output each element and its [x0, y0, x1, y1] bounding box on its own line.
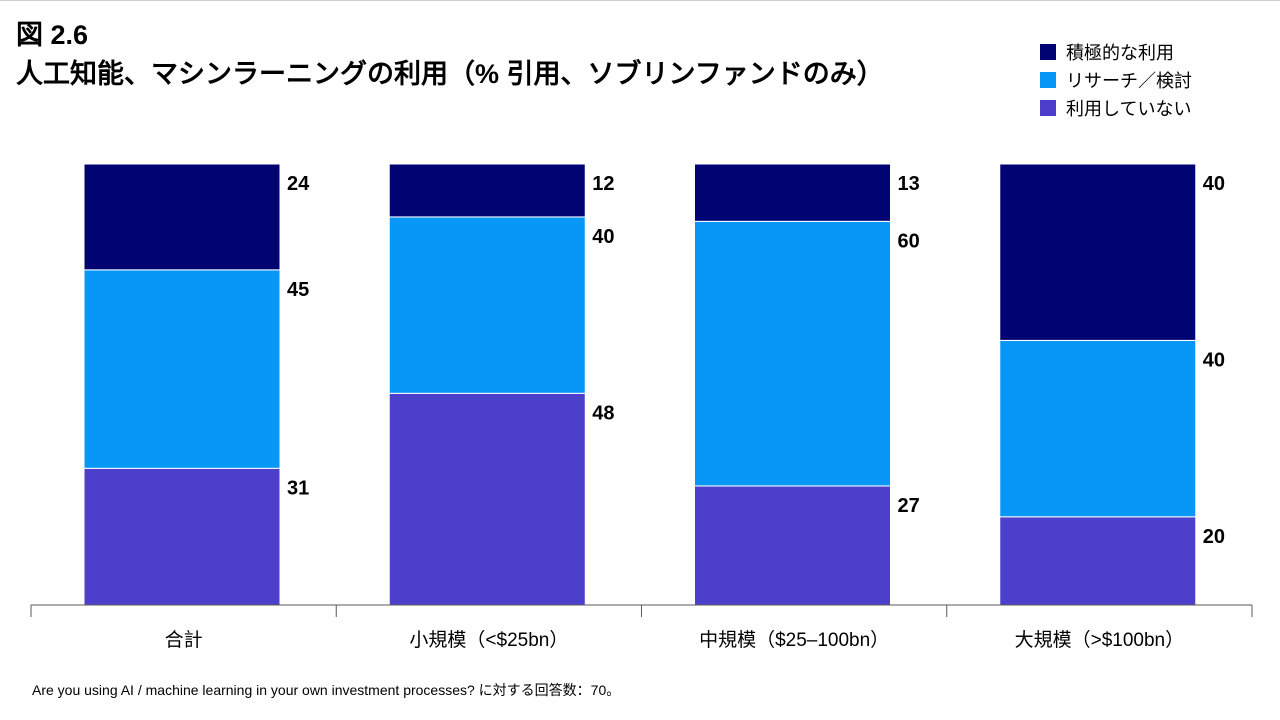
x-tick-label: 大規模（>$100bn） [1015, 629, 1185, 651]
legend-item-not-used: 利用していない [1040, 94, 1192, 122]
legend-item-research: リサーチ／検討 [1040, 66, 1192, 94]
data-label: 13 [898, 173, 920, 195]
chart-title: 人工知能、マシンラーニングの利用（% 引用、ソブリンファンドのみ） [16, 59, 884, 89]
x-tick-label: 合計 [165, 629, 203, 651]
data-label: 20 [1203, 526, 1225, 548]
data-label: 48 [592, 402, 614, 424]
bar-segment [83, 163, 281, 271]
figure-number: 図 2.6 [16, 20, 89, 50]
bar-segment [388, 163, 586, 218]
data-label: 31 [287, 477, 309, 499]
data-label: 27 [898, 495, 920, 517]
legend-swatch-research [1040, 72, 1056, 88]
footnote: Are you using AI / machine learning in y… [32, 682, 621, 698]
bar-segment [694, 485, 891, 606]
legend-swatch-not-used [1040, 100, 1056, 116]
data-label: 12 [592, 173, 614, 195]
bar-segment [83, 467, 281, 606]
bar-segment [694, 220, 891, 487]
x-tick-label: 中規模（$25–100bn） [699, 629, 889, 651]
legend-label-active-use: 積極的な利用 [1066, 43, 1174, 63]
bar-segment [388, 392, 586, 606]
data-label: 40 [1203, 173, 1225, 195]
chart-legend: 積極的な利用 リサーチ／検討 利用していない [1040, 38, 1192, 122]
top-divider [0, 0, 1280, 1]
legend-swatch-active-use [1040, 44, 1056, 60]
bar-segment [694, 163, 891, 222]
data-label: 45 [287, 279, 309, 301]
bar-segment [83, 269, 281, 469]
data-label: 40 [1203, 349, 1225, 371]
legend-label-not-used: 利用していない [1066, 99, 1192, 119]
legend-item-active-use: 積極的な利用 [1040, 38, 1192, 66]
x-tick-label: 小規模（<$25bn） [409, 629, 568, 651]
bar-segment [999, 163, 1197, 341]
bar-segment [388, 216, 586, 394]
bar-segment [999, 516, 1197, 606]
data-label: 60 [898, 230, 920, 252]
bar-segment [999, 339, 1197, 518]
legend-label-research: リサーチ／検討 [1066, 71, 1192, 91]
data-label: 40 [592, 226, 614, 248]
data-label: 24 [287, 173, 310, 195]
